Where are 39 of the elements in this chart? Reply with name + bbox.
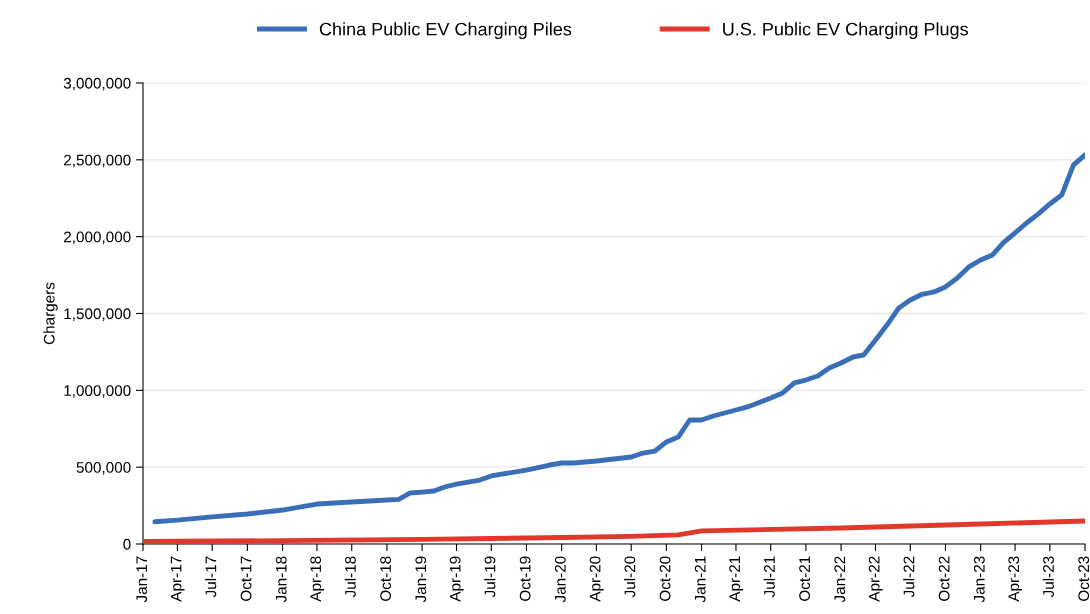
legend-label: U.S. Public EV Charging Plugs xyxy=(723,22,968,40)
y-tick-label: 3,000,000 xyxy=(63,77,131,91)
x-tick-label: Jul-21 xyxy=(763,556,775,598)
line-series xyxy=(152,152,1085,525)
x-tick-label: Oct-22 xyxy=(938,556,950,601)
x-tick-label: Apr-23 xyxy=(1008,556,1023,602)
x-tick-label: Jul-19 xyxy=(484,556,496,598)
x-tick-label: Apr-21 xyxy=(729,556,744,602)
x-tick-label: Oct-20 xyxy=(659,556,671,601)
x-tick-label: Oct-23 xyxy=(1078,556,1090,601)
x-tick-label: Jul-17 xyxy=(205,556,217,598)
y-tick-label: 1,000,000 xyxy=(64,385,131,398)
y-tick-label: 0 xyxy=(123,538,131,550)
y-tick-label: 2,500,000 xyxy=(64,154,131,168)
x-tick-label: Jul-22 xyxy=(903,556,915,598)
x-tick-label: Jul-23 xyxy=(1042,556,1054,598)
y-tick-label: 500,000 xyxy=(76,462,131,475)
x-tick-label: Jan-23 xyxy=(973,556,985,603)
x-tick-label: Apr-17 xyxy=(170,556,185,602)
x-tick-label: Jan-19 xyxy=(415,556,427,603)
y-tick-label: 2,000,000 xyxy=(64,231,131,245)
x-tick-label: Jan-20 xyxy=(554,556,566,603)
x-tick-label: Jul-18 xyxy=(344,556,356,598)
x-tick-label: Jan-21 xyxy=(694,556,706,603)
x-tick-label: Oct-17 xyxy=(240,556,252,601)
x-tick-label: Oct-19 xyxy=(519,556,531,601)
x-tick-label: Jan-18 xyxy=(275,556,287,603)
x-tick-label: Apr-19 xyxy=(449,556,464,602)
x-tick-label: Apr-20 xyxy=(589,556,604,602)
x-tick-label: Apr-18 xyxy=(310,556,325,602)
x-tick-label: Oct-18 xyxy=(380,556,392,601)
y-axis-title: Chargers xyxy=(43,282,58,345)
y-tick-label: 1,500,000 xyxy=(64,308,131,321)
x-tick-label: Oct-21 xyxy=(799,556,811,601)
legend-label: China Public EV Charging Piles xyxy=(319,22,572,40)
x-tick-label: Apr-22 xyxy=(868,556,883,602)
x-tick-label: Jul-20 xyxy=(624,556,636,598)
x-tick-label: Jan-22 xyxy=(834,556,846,603)
x-tick-label: Jan-17 xyxy=(136,556,148,603)
